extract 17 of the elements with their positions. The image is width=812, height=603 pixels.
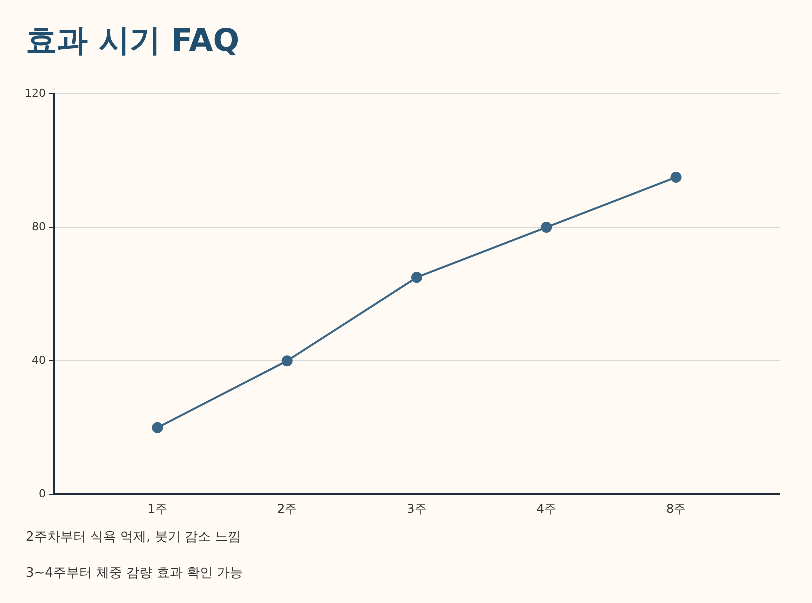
point xyxy=(670,172,682,183)
y-tick-label: 120 xyxy=(24,86,46,100)
point xyxy=(282,356,293,367)
y-tick-label: 0 xyxy=(38,487,46,500)
x-tick-label: 1주 xyxy=(148,502,168,516)
x-tick-label: 8주 xyxy=(666,502,686,516)
y-tick-label: 80 xyxy=(32,220,46,234)
point xyxy=(541,222,552,234)
point xyxy=(152,422,164,434)
text: 2주차부터 식욕 억제, 붓기 감소 느낌 xyxy=(26,529,242,547)
x-tick-label: 3주 xyxy=(407,502,427,516)
text: 3~4주부터 체중 감량 효과 확인 가능 xyxy=(26,565,244,583)
x-tick-label: 2주 xyxy=(278,502,298,516)
point xyxy=(412,272,422,284)
y-tick-label: 40 xyxy=(32,354,46,367)
chart-title: 효과 시기 FAQ xyxy=(26,22,240,61)
x-tick-label: 4주 xyxy=(536,502,556,516)
